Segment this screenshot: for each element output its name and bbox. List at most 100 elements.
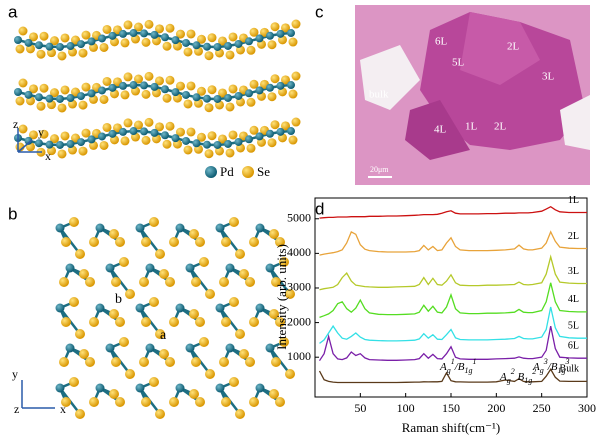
atom — [245, 89, 253, 98]
atom — [291, 117, 301, 127]
atom — [265, 263, 275, 273]
atom — [89, 317, 99, 327]
atom — [129, 81, 138, 90]
atom — [85, 277, 95, 287]
atom — [191, 357, 201, 367]
atom — [78, 48, 88, 58]
atom — [229, 377, 239, 387]
atom — [149, 377, 159, 387]
atom — [66, 42, 75, 51]
atom — [171, 36, 180, 45]
scale-label: 20μm — [370, 165, 389, 174]
atom — [249, 317, 259, 327]
atom — [119, 127, 127, 136]
atom — [135, 303, 145, 313]
atom — [245, 135, 253, 144]
atom — [24, 38, 33, 47]
atom — [159, 349, 169, 359]
panel-label: d — [315, 199, 324, 218]
atom — [119, 29, 127, 38]
atom — [140, 29, 148, 38]
legend-swatch — [242, 166, 254, 178]
atom — [235, 329, 245, 339]
atom — [98, 34, 106, 43]
atom — [246, 143, 256, 153]
atom — [279, 337, 289, 347]
atom — [45, 94, 54, 103]
atom — [109, 229, 119, 239]
atom — [18, 78, 28, 88]
atom — [150, 128, 159, 137]
atom — [105, 263, 115, 273]
atom — [215, 383, 225, 393]
atom — [60, 33, 70, 43]
atom — [270, 22, 280, 32]
atom — [281, 75, 290, 85]
atom — [169, 397, 179, 407]
atom — [66, 140, 75, 149]
atom — [45, 140, 54, 149]
atom — [189, 309, 199, 319]
annotation-part: A — [439, 361, 447, 373]
atom — [66, 94, 75, 103]
atom — [199, 257, 209, 267]
spectrum — [319, 306, 587, 344]
atom — [89, 397, 99, 407]
atom — [78, 146, 88, 156]
y-tick-label: 3000 — [287, 280, 311, 294]
axis-letter: y — [38, 125, 44, 139]
atom — [207, 85, 217, 95]
atom — [169, 237, 179, 247]
series-label: 3L — [568, 266, 579, 277]
atom — [141, 89, 151, 99]
atom — [36, 101, 46, 111]
layer-label: 6L — [435, 36, 448, 48]
atom — [87, 37, 96, 46]
atom — [77, 138, 85, 147]
atom — [45, 42, 54, 51]
series-label: 2L — [568, 231, 579, 242]
axis-letter: y — [12, 367, 18, 381]
axis-letter: z — [13, 117, 18, 131]
atom — [134, 22, 143, 32]
layer-label: 4L — [434, 124, 447, 136]
annotation-part: B — [515, 371, 525, 383]
atom — [175, 303, 185, 313]
atom — [225, 343, 235, 353]
atom — [276, 29, 285, 38]
atom — [224, 93, 232, 102]
atom — [95, 223, 105, 233]
atom — [111, 277, 121, 287]
layer-label: 2L — [507, 41, 520, 53]
atom — [65, 263, 75, 273]
atom — [102, 122, 112, 132]
x-axis-title: Raman shift(cm⁻¹) — [402, 420, 500, 435]
atom — [165, 357, 175, 367]
atom — [69, 217, 79, 227]
atom — [144, 19, 154, 29]
atom — [287, 81, 295, 90]
atom — [183, 47, 193, 57]
atom — [207, 131, 217, 141]
annotation-part: A — [499, 371, 507, 383]
atom — [99, 140, 109, 150]
annotation-part: g — [540, 366, 544, 375]
atom — [59, 277, 69, 287]
atom — [89, 237, 99, 247]
atom — [185, 343, 195, 353]
atom — [176, 29, 185, 39]
atom — [249, 237, 259, 247]
flake — [460, 12, 540, 85]
x-tick-label: 100 — [397, 401, 415, 415]
atom — [69, 377, 79, 387]
atom — [175, 383, 185, 393]
atom — [161, 85, 169, 94]
panel-label: a — [8, 2, 18, 21]
atom — [59, 357, 69, 367]
atom — [234, 39, 243, 48]
atom — [102, 24, 112, 34]
atom — [150, 30, 159, 39]
atom — [197, 34, 206, 44]
atom — [225, 102, 235, 112]
atom — [221, 237, 231, 247]
